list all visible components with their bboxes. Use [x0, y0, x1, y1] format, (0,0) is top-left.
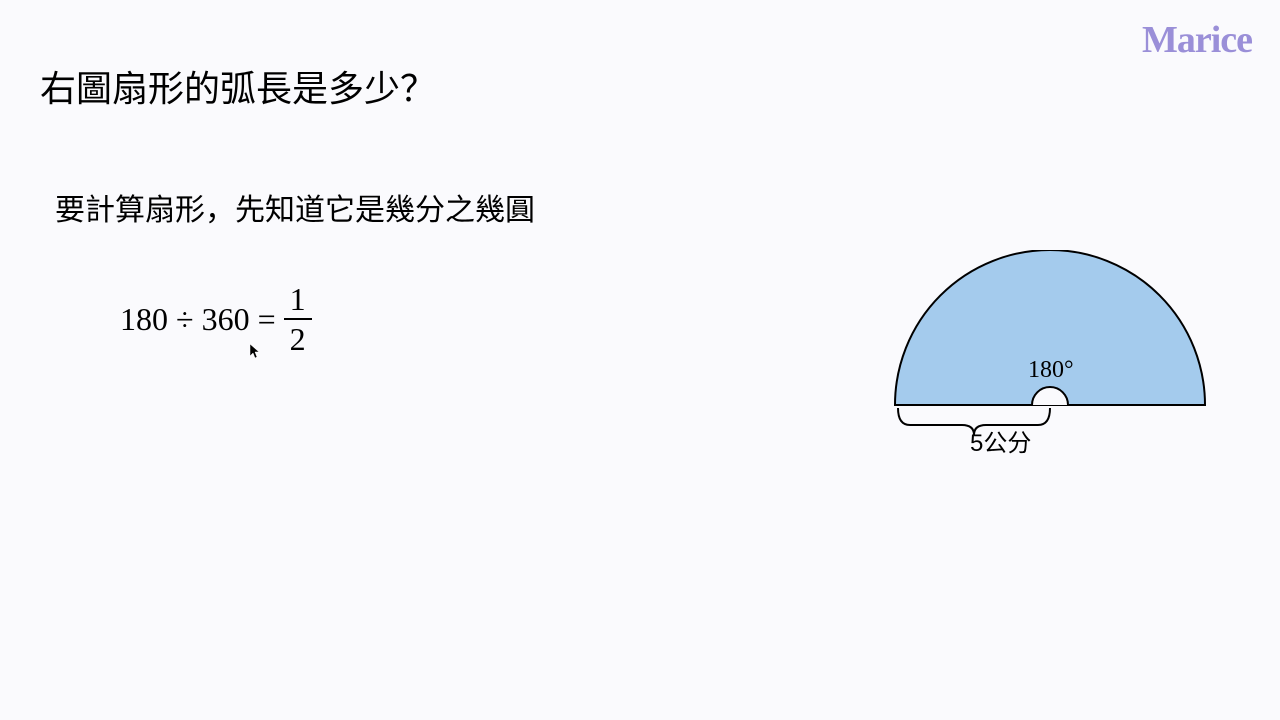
fraction: 1 2: [284, 280, 312, 359]
equation-block: 180 ÷ 360 = 1 2: [120, 280, 312, 359]
equation-lhs: 180 ÷ 360 =: [120, 301, 276, 338]
semicircle-diagram: 180° 5公分: [890, 250, 1210, 470]
angle-label: 180°: [1028, 357, 1074, 384]
brand-logo: Marice: [1142, 18, 1252, 62]
subtitle-text: 要計算扇形，先知道它是幾分之幾圓: [55, 185, 535, 229]
page-title: 右圖扇形的弧長是多少？: [40, 60, 436, 112]
fraction-numerator: 1: [284, 280, 312, 320]
fraction-denominator: 2: [284, 320, 312, 358]
radius-label: 5公分: [970, 423, 1031, 458]
